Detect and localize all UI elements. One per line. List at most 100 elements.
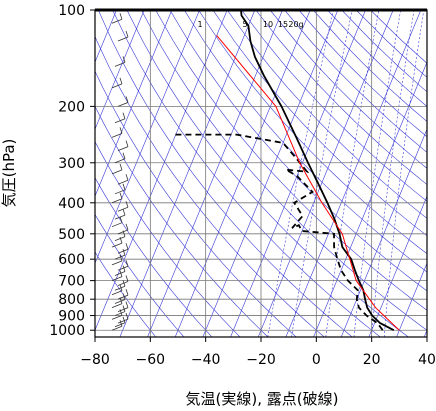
x-axis-label: 気温(実線), 露点(破線) — [186, 390, 339, 408]
mixing-ratio-label: 1 — [197, 20, 202, 29]
wind-barb-staff — [111, 222, 123, 228]
mixing-ratio-line — [383, 10, 425, 337]
wind-barb-staff — [117, 265, 129, 271]
wind-barb — [114, 230, 126, 241]
wind-barbs — [111, 10, 129, 331]
wind-barb — [114, 316, 126, 328]
wind-barb-flag — [122, 209, 126, 216]
isotherm-line — [230, 10, 366, 337]
dry-adiabat-line — [95, 70, 297, 337]
mixing-ratio-label: 5 — [242, 20, 247, 29]
wind-barb-flag — [122, 249, 126, 256]
wind-barb — [117, 301, 129, 313]
reference-line — [216, 35, 400, 331]
wind-barb-flag — [122, 152, 126, 159]
wind-barb — [111, 270, 123, 281]
wind-barb — [114, 56, 126, 67]
wind-barb-flag — [119, 216, 123, 223]
x-tick-label: 20 — [363, 352, 381, 368]
wind-barb — [117, 30, 129, 42]
x-tick-label: 0 — [312, 352, 321, 368]
mixing-ratio-line — [267, 10, 334, 337]
wind-barb — [117, 201, 129, 212]
wind-barb — [111, 320, 123, 331]
dry-adiabat-line — [226, 10, 427, 219]
wind-barb-flag — [125, 301, 129, 308]
isotherm-line — [423, 329, 427, 337]
mixing-ratio-label: 15 — [278, 20, 288, 29]
dry-adiabat-line — [95, 105, 269, 337]
wind-barb-staff — [117, 36, 129, 42]
wind-barb — [114, 112, 126, 124]
wind-barb-staff — [114, 189, 126, 195]
wind-barb-flag — [125, 243, 129, 250]
isotherm-line — [313, 61, 427, 337]
mixing-ratio-labels: 1 5 10 15 20g — [197, 20, 303, 29]
x-tick-label: −80 — [80, 352, 110, 368]
wind-barb-flag — [125, 223, 129, 230]
wind-barb-staff — [117, 229, 129, 235]
wind-barb-staff — [111, 133, 123, 138]
wind-barb-flag — [125, 312, 129, 320]
wind-barb-staff — [111, 315, 123, 320]
wind-barb-flag — [119, 254, 123, 261]
y-tick-label: 300 — [58, 156, 85, 172]
dry-adiabat-line — [327, 10, 427, 107]
wind-barb — [117, 260, 129, 271]
isotherm-line — [257, 10, 394, 337]
y-tick-label: 1000 — [49, 323, 85, 339]
wind-barb — [117, 275, 129, 286]
dry-adiabat-line — [212, 10, 427, 237]
dry-adiabat-line — [95, 213, 185, 337]
wind-barb-flag — [125, 174, 129, 181]
wind-barb — [117, 312, 129, 324]
dry-adiabat-line — [284, 10, 427, 153]
y-tick-label: 800 — [58, 292, 85, 308]
wind-barb-staff — [111, 83, 123, 89]
dewpoint-line — [173, 133, 384, 331]
y-tick-label: 200 — [58, 99, 85, 115]
y-tick-label: 600 — [58, 252, 85, 268]
wind-barb-flag — [125, 260, 129, 267]
wind-barb-staff — [117, 102, 129, 107]
isotherm-line — [119, 10, 256, 337]
wind-barb-flag — [122, 56, 126, 63]
wind-barb — [114, 249, 126, 260]
mixing-ratio-line — [353, 10, 401, 337]
wind-barb-flag — [125, 30, 129, 38]
wind-barb — [114, 265, 126, 276]
wind-barb — [111, 77, 123, 89]
wind-barb-staff — [114, 158, 126, 164]
wind-barb-staff — [114, 285, 126, 291]
dry-adiabat-line — [95, 251, 157, 337]
wind-barb-staff — [114, 311, 126, 316]
wind-barb-staff — [114, 322, 126, 328]
isotherm-line — [95, 10, 200, 264]
dry-adiabat-line — [112, 10, 381, 337]
wind-barb-flag — [125, 289, 129, 296]
wind-barb-staff — [117, 307, 129, 313]
wind-barb-flag — [119, 270, 123, 277]
wind-barb — [111, 163, 123, 175]
y-tick-label: 500 — [58, 227, 85, 243]
isotherm-line — [174, 10, 311, 337]
wind-barb-flag — [122, 305, 126, 312]
wind-barb — [114, 152, 126, 164]
isotherm-line — [340, 128, 427, 337]
isotherm-line — [396, 262, 427, 337]
dry-adiabat-line — [355, 10, 427, 78]
dry-adiabat-line — [95, 177, 213, 337]
wind-barb-flag — [119, 320, 123, 327]
wind-barb — [114, 183, 126, 195]
mixing-ratio-line — [291, 10, 353, 337]
wind-barb-flag — [125, 96, 129, 103]
wind-barb-flag — [119, 77, 123, 84]
y-tick-label: 100 — [58, 3, 85, 19]
wind-barb-flag — [122, 183, 126, 190]
mixing-ratio-label: 10 — [263, 20, 273, 29]
wind-barb — [111, 254, 123, 266]
wind-barb — [117, 289, 129, 300]
wind-barb-flag — [122, 265, 126, 272]
wind-barb-staff — [117, 318, 129, 324]
